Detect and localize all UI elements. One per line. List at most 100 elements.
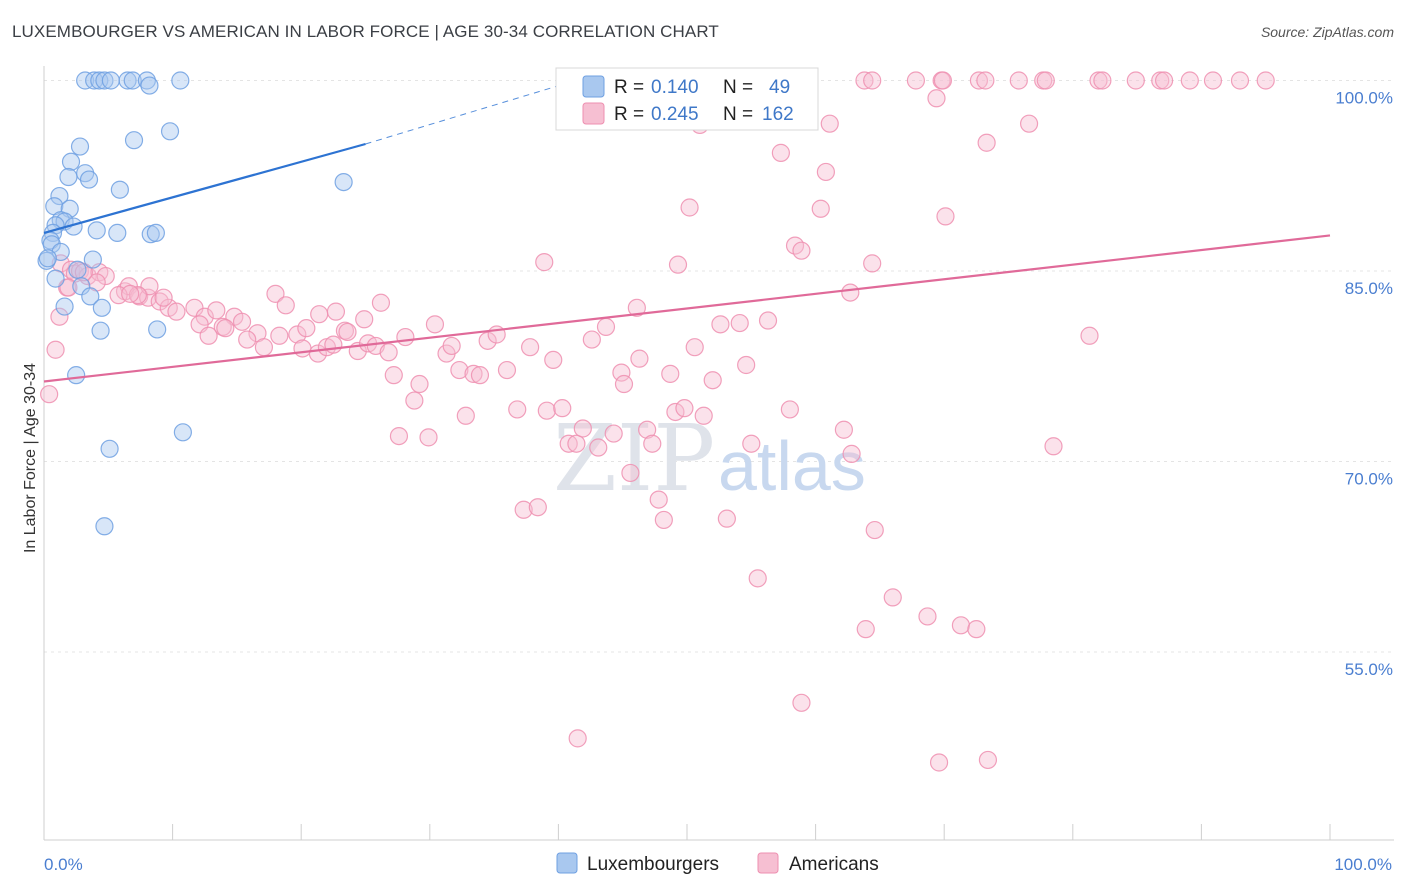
american-point: [109, 286, 128, 305]
american-point: [918, 607, 937, 626]
american-point: [1180, 71, 1199, 90]
chart-title: LUXEMBOURGER VS AMERICAN IN LABOR FORCE …: [12, 22, 719, 41]
american-point: [1126, 71, 1145, 90]
american-point: [207, 301, 226, 320]
american-point: [969, 71, 989, 90]
american-point: [661, 364, 680, 383]
american-point: [199, 326, 218, 345]
luxembourger-point: [50, 186, 69, 206]
american-point: [425, 315, 445, 334]
american-point: [596, 317, 616, 336]
legend-swatch-luxembourgers: [582, 75, 605, 98]
x-tick-label: 100.0%: [1334, 855, 1392, 874]
american-point: [621, 463, 640, 483]
watermark-zip: ZIP: [553, 405, 715, 512]
american-point: [976, 71, 995, 90]
american-point: [933, 71, 953, 90]
american-point: [128, 286, 147, 305]
legend-n-label-1: N =: [723, 77, 753, 98]
legend-swatch-americans: [582, 102, 605, 125]
luxembourger-point: [334, 173, 353, 192]
american-point: [614, 374, 634, 394]
american-point: [371, 293, 391, 312]
legend-n-value-2: 162: [762, 104, 794, 125]
american-point: [816, 162, 835, 182]
american-point: [630, 349, 649, 368]
american-point: [748, 569, 767, 588]
bottom-legend-americans: Americans: [789, 854, 879, 875]
american-point: [977, 133, 996, 152]
american-point: [266, 284, 285, 303]
luxembourger-point: [68, 260, 87, 279]
american-point: [1203, 71, 1223, 90]
y-tick-label: 70.0%: [1345, 470, 1393, 489]
luxembourger-point: [101, 71, 120, 90]
american-point: [703, 371, 722, 390]
american-point: [951, 616, 971, 635]
luxembourger-point: [108, 223, 127, 242]
american-point: [535, 253, 554, 272]
american-point: [865, 520, 884, 540]
american-point: [508, 400, 527, 419]
american-point: [40, 385, 59, 404]
american-point: [456, 406, 475, 425]
american-point: [96, 266, 115, 286]
luxembourger-point: [83, 250, 102, 269]
american-point: [553, 399, 572, 418]
luxembourger-point: [100, 439, 119, 458]
american-point: [1155, 71, 1174, 90]
stats-legend: R = 0.140 N = 49 R = 0.245 N = 162: [555, 67, 819, 131]
luxembourger-point: [72, 277, 91, 296]
american-point: [730, 313, 749, 333]
american-point: [1044, 437, 1063, 456]
american-point: [792, 693, 811, 712]
luxembourger-point: [38, 249, 57, 268]
american-point: [405, 391, 424, 410]
legend-r-value-1: 0.140: [651, 77, 699, 98]
trend-lines: [43, 77, 1331, 383]
american-point: [1019, 114, 1039, 133]
y-tick-label: 85.0%: [1345, 279, 1393, 298]
y-tick-label: 55.0%: [1345, 660, 1393, 679]
bottom-legend-swatch-americans: [757, 852, 779, 874]
luxembourger-point: [171, 71, 190, 90]
american-point: [1230, 71, 1250, 90]
watermark: ZIP atlas: [553, 405, 866, 512]
luxembourger-point: [70, 137, 90, 156]
american-point: [649, 490, 668, 509]
axes: [43, 66, 1394, 841]
american-point: [384, 366, 403, 385]
luxembourger-point: [173, 423, 192, 442]
american-trend-line: [43, 234, 1331, 383]
american-point: [521, 338, 540, 357]
american-point: [883, 588, 902, 607]
american-point: [967, 620, 986, 639]
american-point: [1089, 71, 1108, 90]
american-point: [559, 434, 578, 453]
american-point: [232, 312, 252, 331]
american-point: [842, 444, 861, 463]
american-point: [906, 71, 926, 90]
american-point: [589, 438, 608, 457]
luxembourger-point: [92, 298, 111, 317]
grid-lines: [44, 80, 1394, 653]
luxembourger-point: [124, 131, 144, 150]
american-point: [841, 283, 860, 302]
american-point: [627, 298, 646, 317]
american-point: [936, 207, 955, 226]
series-legend: Luxembourgers Americans: [556, 852, 879, 875]
luxembourger-point: [118, 71, 137, 90]
luxembourger-point: [61, 152, 81, 171]
american-point: [811, 199, 830, 218]
american-point: [270, 326, 289, 345]
american-point: [537, 401, 556, 420]
american-point: [389, 427, 409, 446]
american-point: [568, 729, 587, 748]
american-point: [680, 198, 699, 217]
american-point: [528, 498, 547, 517]
american-point: [238, 330, 257, 349]
luxembourger-point: [123, 71, 142, 90]
american-point: [612, 363, 631, 382]
american-point: [711, 315, 730, 334]
american-point: [1080, 326, 1099, 345]
